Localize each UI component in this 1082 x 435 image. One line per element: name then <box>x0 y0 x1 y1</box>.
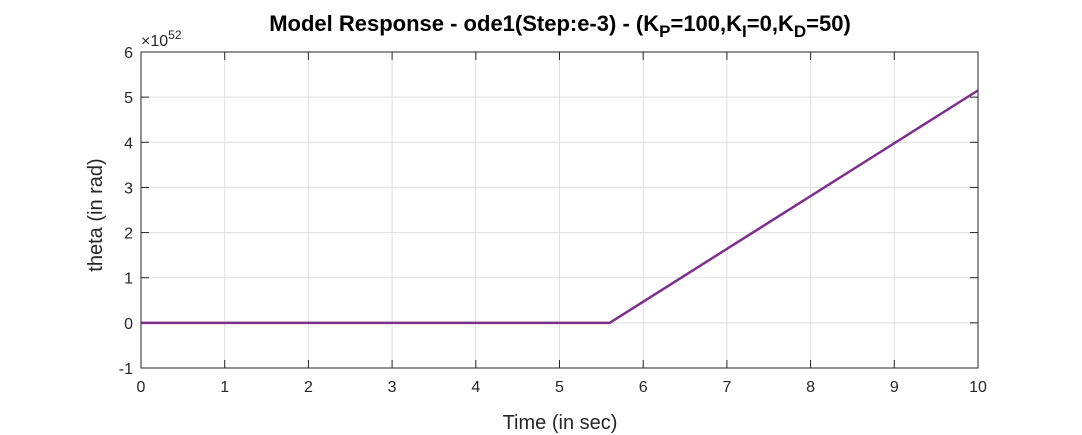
x-tick-label: 5 <box>555 379 564 396</box>
series-line <box>141 89 979 325</box>
y-tick-label: 3 <box>124 180 133 197</box>
x-tick-label: 8 <box>806 379 815 396</box>
x-tick-label: 2 <box>304 379 313 396</box>
x-tick-label: 3 <box>388 379 397 396</box>
y-axis-multiplier: ×1052 <box>141 28 182 50</box>
x-tick-label: 9 <box>890 379 899 396</box>
y-tick-label: 6 <box>124 45 133 62</box>
chart-title: Model Response - ode1(Step:e-3) - (KP=10… <box>269 11 851 41</box>
x-tick-label: 0 <box>137 379 146 396</box>
x-axis-label: Time (in sec) <box>503 412 618 434</box>
axes-box <box>140 51 979 369</box>
y-tick-label: 4 <box>124 135 133 152</box>
y-tick-label: 0 <box>124 316 133 333</box>
x-tick-label: 7 <box>722 379 731 396</box>
y-tick-label: 1 <box>124 271 133 288</box>
x-tick-label: 4 <box>471 379 480 396</box>
x-tick-label: 6 <box>639 379 648 396</box>
y-tick-label: -1 <box>119 361 133 378</box>
y-tick-label: 5 <box>124 90 133 107</box>
y-axis-label: theta (in rad) <box>85 158 107 271</box>
y-tick-label: 2 <box>124 226 133 243</box>
x-tick-label: 1 <box>220 379 229 396</box>
x-tick-label: 10 <box>969 379 987 396</box>
